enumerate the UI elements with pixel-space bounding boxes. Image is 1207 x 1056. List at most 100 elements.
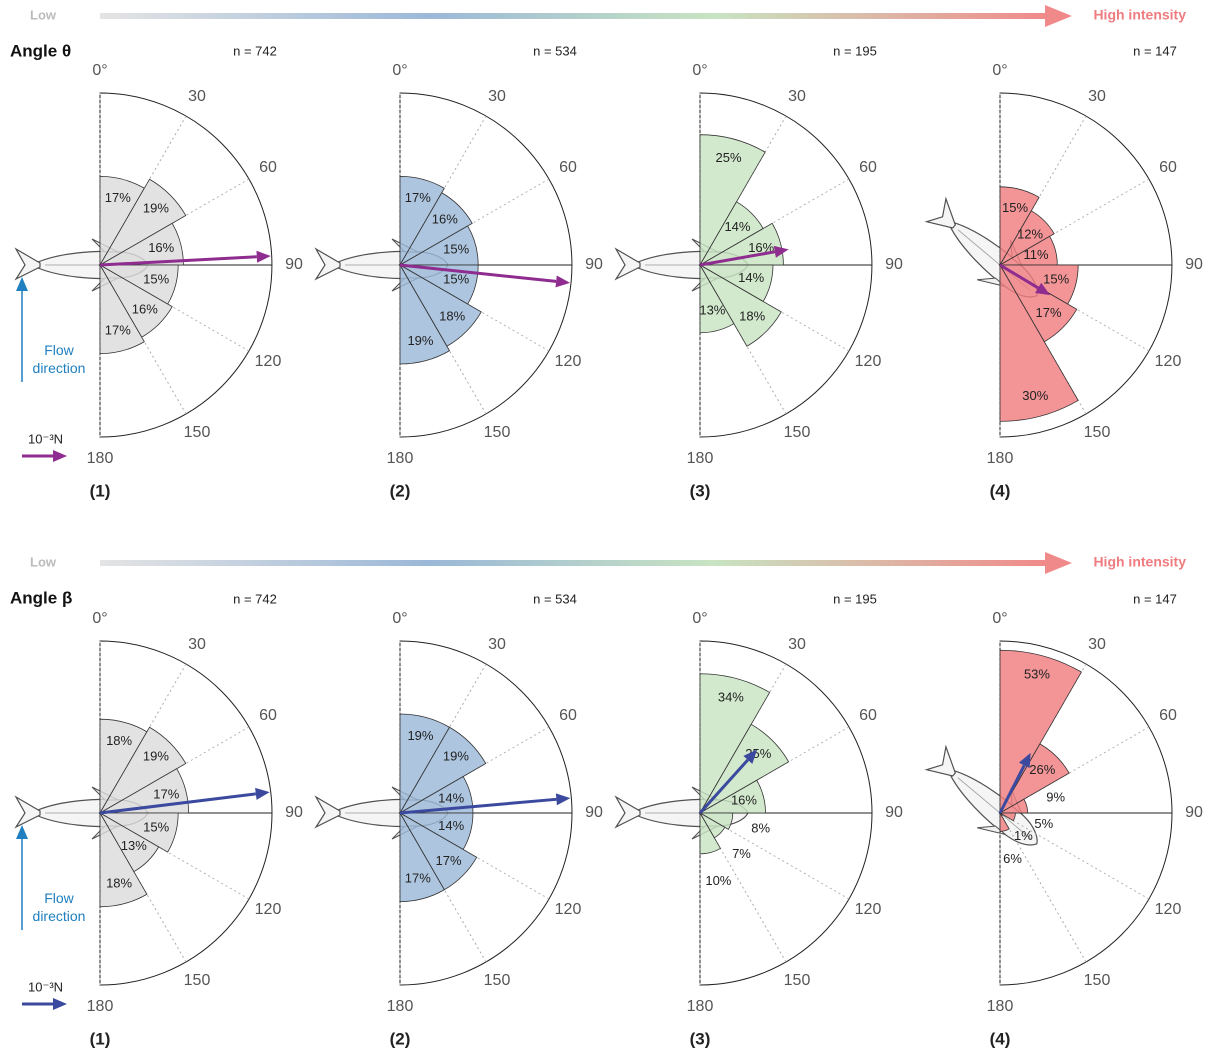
fish-tail (314, 247, 341, 281)
flow-arrow (16, 825, 28, 930)
rose-wedge (698, 812, 734, 830)
theta-tick-label: 30 (788, 88, 806, 105)
theta-tick-label: 180 (87, 998, 114, 1015)
force-vector-shaft (699, 250, 776, 267)
row-title: Angle β (10, 588, 72, 607)
panel-label: (4) (990, 1029, 1011, 1048)
panel-label: (3) (690, 1029, 711, 1048)
grid-line (999, 178, 1150, 266)
value-label: 19% (143, 749, 169, 764)
theta-tick-label: 30 (1088, 88, 1106, 105)
value-label: 1% (1014, 828, 1033, 843)
value-label: 11% (1024, 247, 1049, 262)
panel-label: (1) (90, 481, 111, 500)
polar-frame (699, 640, 873, 986)
scale-arrow-head (53, 450, 67, 462)
rose-wedge (399, 811, 445, 903)
value-label: 16% (132, 301, 158, 316)
high-label: High intensity (1093, 554, 1186, 570)
force-vector (99, 250, 271, 267)
rose-wedge (698, 263, 782, 347)
rose-wedge (98, 768, 190, 814)
value-label: 17% (105, 323, 131, 338)
value-label: 19% (407, 728, 433, 743)
value-label: 18% (739, 309, 765, 324)
value-label: 18% (106, 733, 132, 748)
rose-wedge (699, 134, 766, 267)
theta-tick-label: 30 (188, 88, 206, 105)
grid-line (699, 812, 787, 963)
grid-line (699, 178, 850, 266)
theta-tick-label: 120 (1155, 901, 1182, 918)
flow-arrow-head (16, 825, 28, 839)
force-vector-head (1035, 282, 1051, 296)
value-label: 19% (407, 333, 433, 348)
panel-label: (2) (390, 1029, 411, 1048)
panel-n: n = 534 (533, 591, 577, 606)
theta-tick-label: 180 (87, 450, 114, 467)
value-label: 14% (724, 219, 750, 234)
theta-tick-label: 30 (188, 636, 206, 653)
value-label: 18% (439, 309, 465, 324)
theta-tick-label: 60 (859, 159, 877, 176)
theta-tick-label: 150 (484, 972, 511, 989)
force-vector (999, 263, 1051, 296)
panel-n: n = 147 (1133, 591, 1177, 606)
theta-tick-label: 90 (885, 804, 903, 821)
fish-tail (924, 744, 957, 777)
scale-label: 10⁻³N (28, 431, 63, 446)
force-vector-head (255, 787, 270, 800)
fish-tail (14, 795, 41, 829)
rose-wedge (998, 743, 1070, 815)
theta-tick-label: 90 (285, 804, 303, 821)
theta-tick-label: 60 (1159, 159, 1177, 176)
intensity-head (1045, 552, 1072, 574)
value-label: 16% (731, 793, 757, 808)
high-label: High intensity (1093, 7, 1186, 23)
value-label: 17% (435, 853, 461, 868)
theta-tick-label: 60 (1159, 707, 1177, 724)
theta-tick-label: 120 (555, 901, 582, 918)
panel-label: (2) (390, 481, 411, 500)
theta-tick-label: 0° (92, 62, 107, 79)
grid-line (99, 264, 250, 352)
flow-arrow-head (16, 277, 28, 291)
grid-line (999, 812, 1087, 963)
force-vector-shaft (998, 764, 1026, 814)
flow-label: Flow direction (32, 342, 86, 376)
value-label: 17% (153, 787, 179, 802)
theta-tick-label: 90 (585, 256, 603, 273)
grid-line (399, 178, 550, 266)
theta-tick-label: 120 (255, 901, 282, 918)
theta-tick-label: 90 (1185, 256, 1203, 273)
panel-label: (1) (90, 1029, 111, 1048)
theta-tick-label: 90 (285, 256, 303, 273)
value-label: 15% (443, 241, 469, 256)
value-label: 19% (443, 749, 469, 764)
theta-tick-label: 0° (692, 610, 707, 627)
value-label: 13% (699, 303, 725, 318)
polar-frame (999, 640, 1173, 986)
fish-tail (924, 196, 957, 229)
theta-tick-label: 60 (559, 159, 577, 176)
value-label: 5% (1034, 816, 1053, 831)
panel-label: (4) (990, 481, 1011, 500)
fish-tail (314, 795, 341, 829)
rose-wedge (399, 175, 445, 267)
theta-tick-label: 90 (585, 804, 603, 821)
value-label: 15% (143, 271, 169, 286)
value-label: 34% (718, 689, 744, 704)
force-vector-shaft (999, 263, 1039, 290)
fish-tail (14, 247, 41, 281)
panel-n: n = 742 (233, 591, 277, 606)
grid-line (999, 726, 1150, 814)
theta-tick-label: 60 (259, 159, 277, 176)
force-vector-shaft (99, 792, 257, 815)
theta-tick-label: 0° (692, 62, 707, 79)
theta-tick-label: 150 (184, 424, 211, 441)
theta-tick-label: 30 (488, 636, 506, 653)
value-label: 17% (405, 190, 431, 205)
theta-tick-label: 180 (687, 998, 714, 1015)
rose-wedge (999, 811, 1010, 832)
